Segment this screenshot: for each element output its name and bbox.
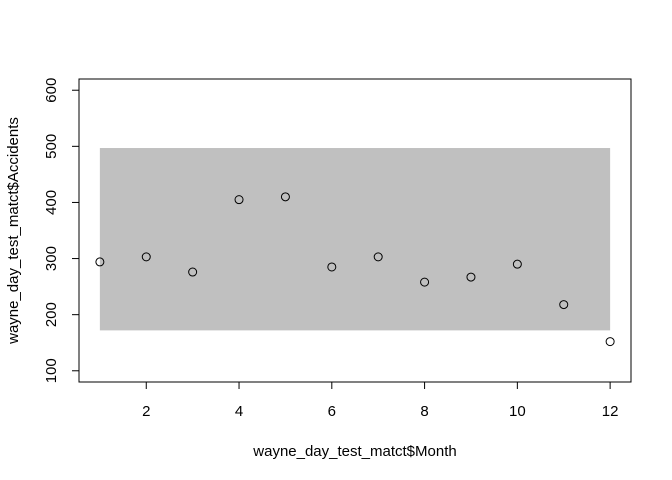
y-axis: 100 200 300 400 500 600: [43, 78, 80, 383]
y-tick-label: 200: [43, 302, 60, 327]
y-tick-label: 400: [43, 190, 60, 215]
y-tick-label: 300: [43, 246, 60, 271]
data-point: [327, 262, 337, 272]
y-tick-label: 600: [43, 78, 60, 103]
x-axis: 2 4 6 8 10 12: [99, 381, 619, 420]
x-tick-label: 6: [328, 403, 336, 420]
data-point: [559, 300, 569, 310]
data-point: [420, 277, 430, 287]
x-tick-label: 12: [602, 403, 619, 420]
y-tick-label: 500: [43, 134, 60, 159]
data-point: [605, 337, 615, 347]
x-axis-title: wayne_day_test_matct$Month: [252, 443, 456, 460]
x-tick-label: 2: [142, 403, 150, 420]
y-axis-title: wayne_day_test_matct$Accidents: [5, 117, 22, 345]
x-tick-label: 4: [235, 403, 243, 420]
shaded-band-layer: [99, 148, 611, 331]
data-point: [234, 195, 244, 205]
data-points-layer: [95, 192, 615, 347]
data-point: [373, 252, 383, 262]
data-point: [512, 259, 522, 269]
shaded-band: [99, 148, 611, 331]
data-point: [466, 272, 476, 282]
x-tick-label: 8: [420, 403, 428, 420]
x-tick-label: 10: [509, 403, 526, 420]
data-point: [280, 192, 290, 202]
data-point: [95, 257, 105, 267]
y-tick-label: 100: [43, 358, 60, 383]
data-point: [188, 267, 198, 277]
data-point: [141, 252, 151, 262]
